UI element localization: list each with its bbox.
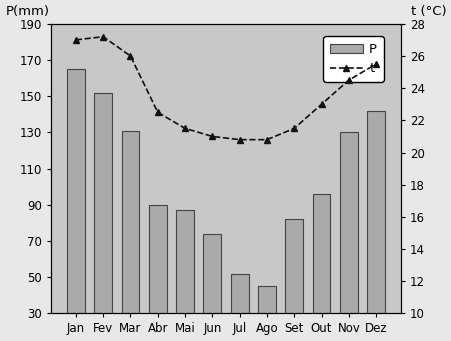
Bar: [285, 219, 303, 341]
Bar: [176, 210, 193, 341]
Bar: [312, 194, 330, 341]
Bar: [94, 93, 112, 341]
Bar: [148, 205, 166, 341]
Bar: [258, 286, 275, 341]
Bar: [121, 131, 139, 341]
Bar: [230, 273, 248, 341]
Bar: [203, 234, 221, 341]
Legend: P, t: P, t: [322, 36, 383, 82]
Bar: [339, 132, 357, 341]
Text: P(mm): P(mm): [5, 5, 50, 18]
Text: t (°C): t (°C): [410, 5, 446, 18]
Bar: [67, 69, 84, 341]
Bar: [367, 111, 384, 341]
